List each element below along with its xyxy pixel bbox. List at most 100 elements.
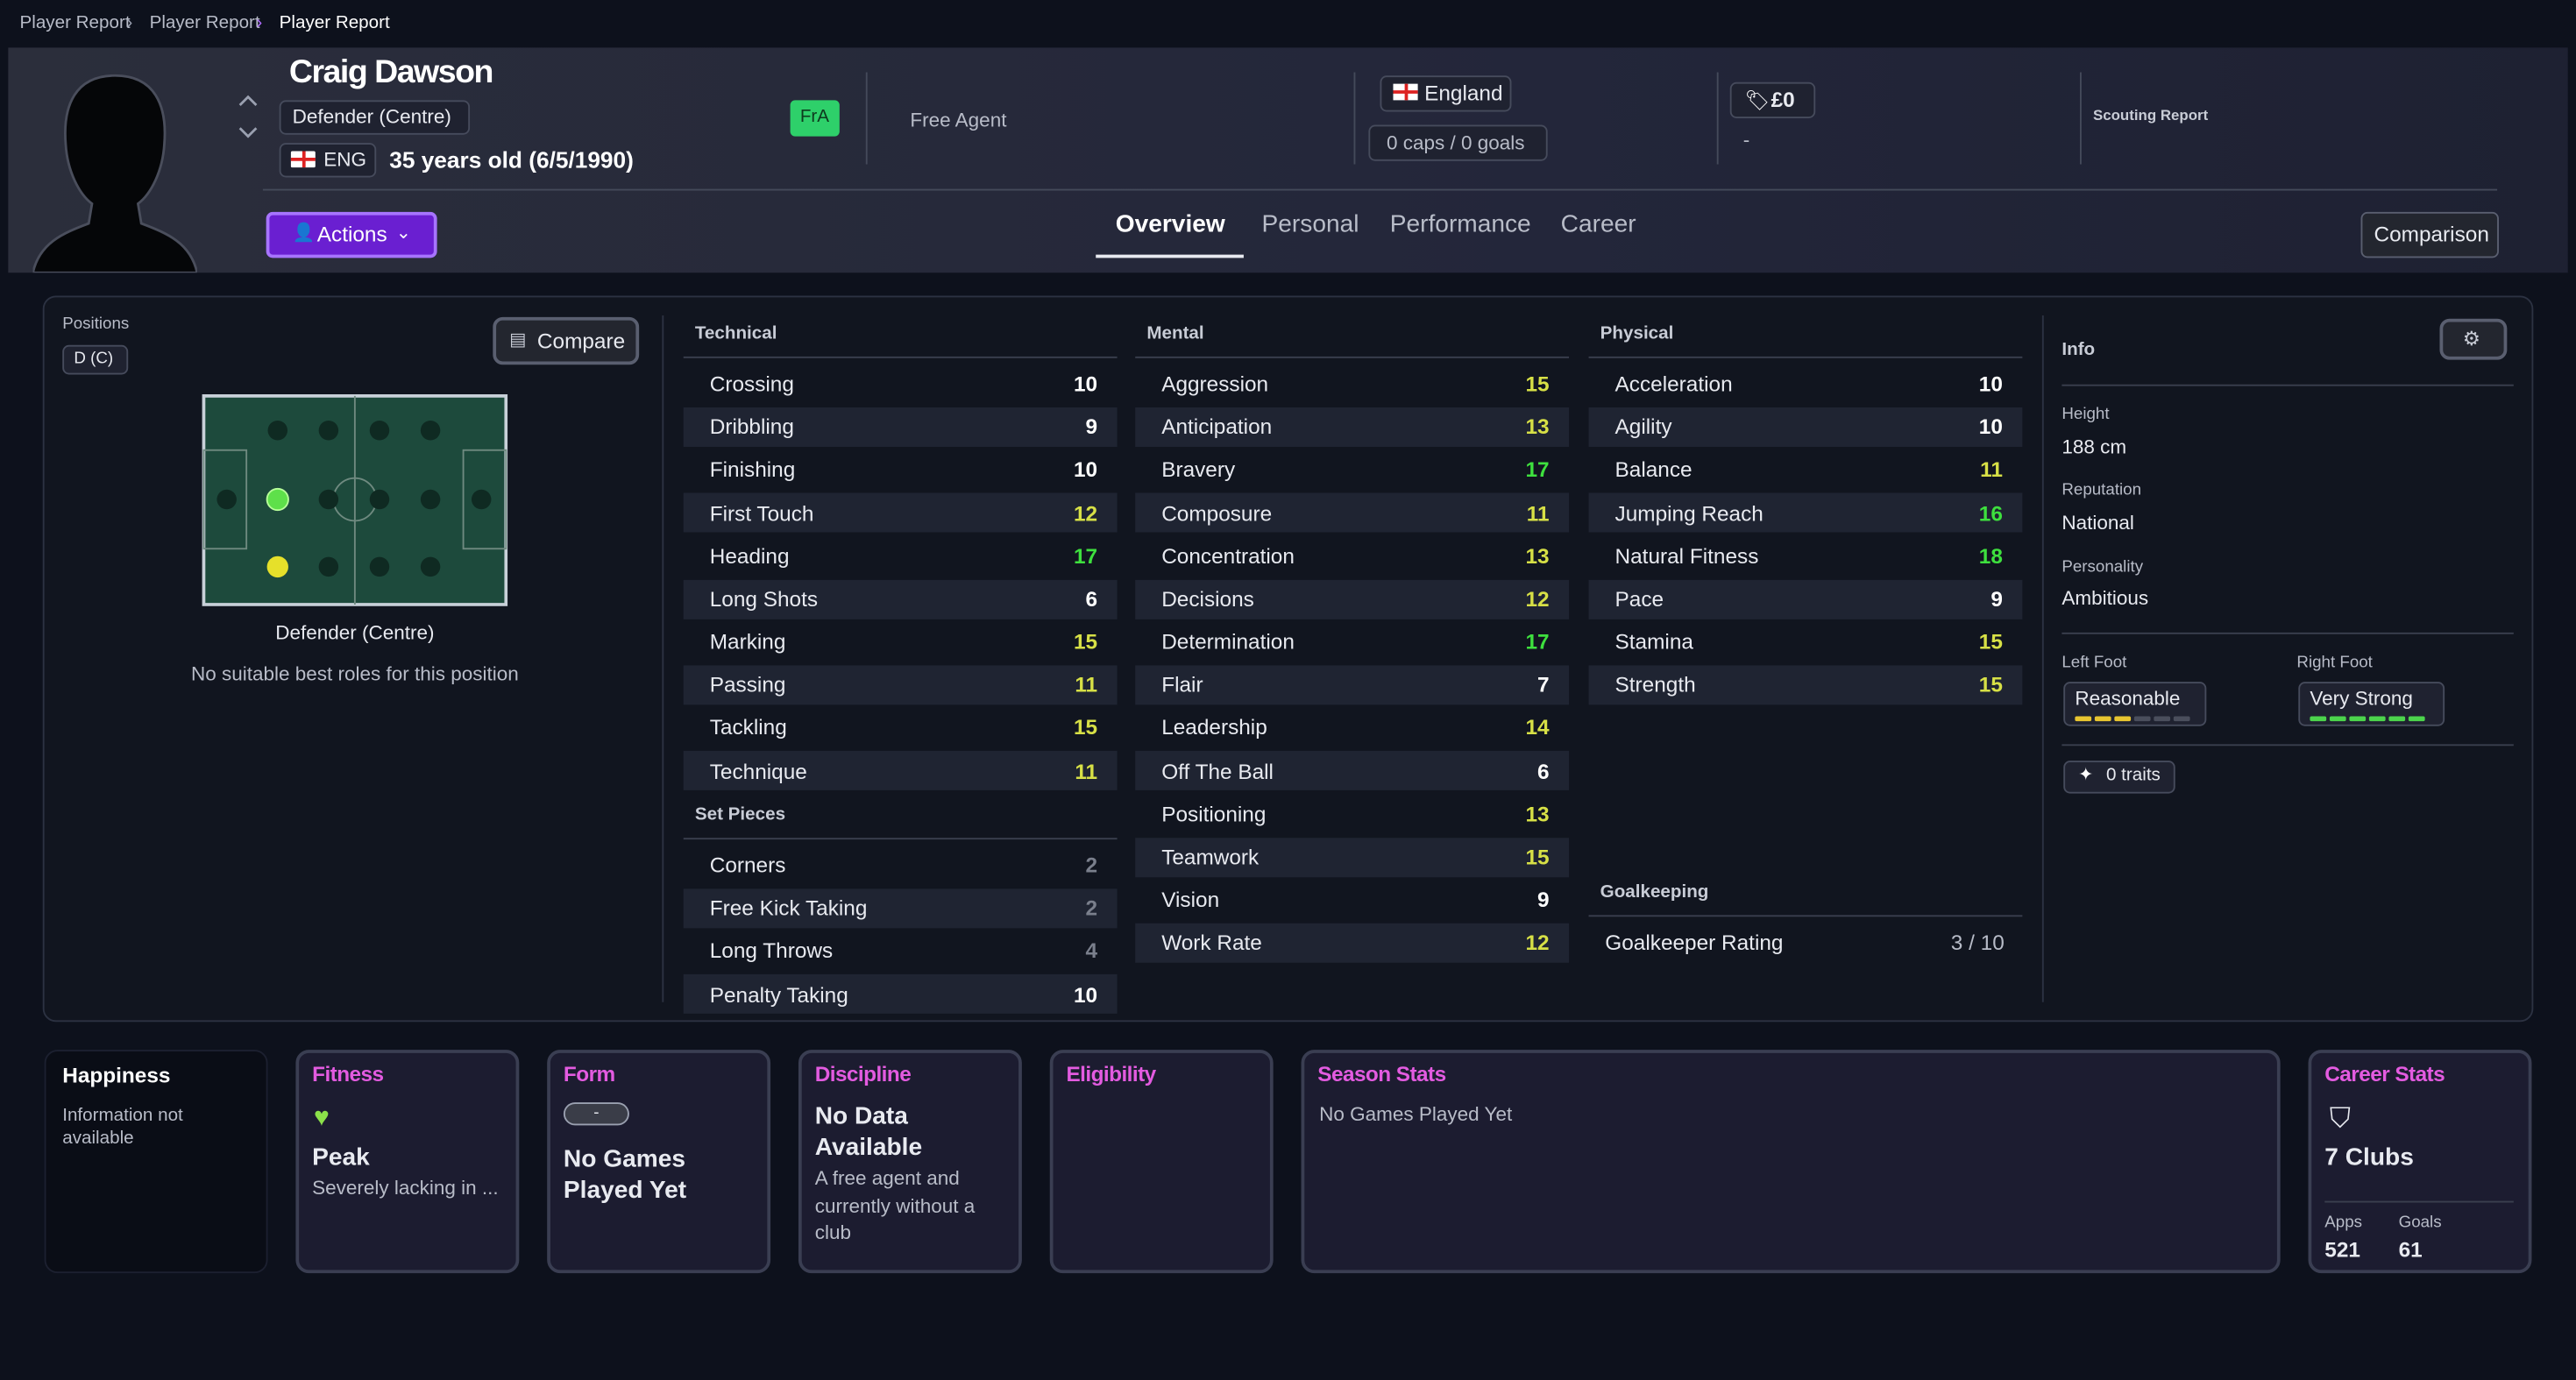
attribute-row: Stamina15 bbox=[1589, 622, 2023, 662]
attribute-name: Flair bbox=[1161, 672, 1203, 697]
attribute-name: Marking bbox=[710, 629, 786, 655]
card-title: Discipline bbox=[815, 1062, 912, 1087]
player-switch-arrows[interactable] bbox=[237, 92, 259, 145]
attribute-name: Decisions bbox=[1161, 586, 1254, 612]
attribute-row: Free Kick Taking 2 bbox=[684, 889, 1118, 929]
attribute-row: Concentration 13 bbox=[1135, 536, 1569, 576]
foot-bar bbox=[2310, 717, 2326, 722]
foot-bar bbox=[2330, 717, 2346, 722]
attribute-name: Work Rate bbox=[1161, 930, 1262, 955]
player-name: Craig Dawson bbox=[289, 53, 493, 92]
attribute-name: Leadership bbox=[1161, 715, 1267, 740]
attribute-value: 13 bbox=[1525, 801, 1549, 826]
stat-label: Goals bbox=[2399, 1214, 2442, 1235]
breadcrumb-item[interactable]: Player Report bbox=[19, 14, 130, 36]
breadcrumb-separator: › bbox=[126, 14, 132, 36]
foot-bar bbox=[2409, 717, 2425, 722]
foot-bar bbox=[2369, 717, 2386, 722]
season-stats-card bbox=[1302, 1050, 2281, 1273]
attribute-value: 11 bbox=[1980, 457, 2003, 483]
attribute-row: Technique 11 bbox=[684, 752, 1118, 791]
attribute-value: 2 bbox=[1086, 895, 1098, 921]
attribute-name: Heading bbox=[710, 543, 790, 569]
info-label: Height bbox=[2062, 406, 2109, 426]
card-text: No Games Played Yet bbox=[1319, 1102, 1512, 1126]
attribute-value: 10 bbox=[1979, 414, 2003, 440]
attribute-name: Off The Ball bbox=[1161, 758, 1274, 783]
foot-bar bbox=[2174, 717, 2190, 722]
attribute-name: Jumping Reach bbox=[1615, 500, 1763, 526]
card-value: Peak bbox=[312, 1143, 370, 1173]
attribute-row: Pace9 bbox=[1589, 579, 2023, 619]
breadcrumb-item[interactable]: Player Report bbox=[280, 14, 390, 36]
card-text: Information not available bbox=[62, 1104, 243, 1150]
attribute-name: Balance bbox=[1615, 457, 1692, 483]
scouting-report: Scouting Report bbox=[2093, 106, 2208, 124]
status-badge-text: FrA bbox=[800, 108, 829, 130]
attribute-row: Determination17 bbox=[1135, 622, 1569, 662]
stat-value: 61 bbox=[2399, 1237, 2423, 1263]
nationality-code: ENG bbox=[323, 148, 366, 172]
attribute-value: 13 bbox=[1525, 543, 1549, 569]
attribute-row: Long Throws4 bbox=[684, 932, 1118, 972]
tab[interactable]: Career bbox=[1561, 210, 1636, 240]
section-line bbox=[684, 357, 1118, 358]
card-value: No Games Played Yet bbox=[564, 1143, 744, 1206]
foot-label: Left Foot bbox=[2062, 654, 2126, 674]
attribute-group-title: Goalkeeping bbox=[1600, 883, 1709, 905]
breadcrumb-item[interactable]: Player Report bbox=[150, 14, 260, 36]
attribute-row: Anticipation13 bbox=[1135, 407, 1569, 447]
nation-name: England bbox=[1424, 81, 1502, 106]
foot-bar bbox=[2134, 717, 2151, 722]
attribute-name: Composure bbox=[1161, 500, 1272, 526]
attribute-row: First Touch12 bbox=[684, 493, 1118, 533]
traits-icon: ✦ bbox=[2078, 766, 2093, 788]
foot-bar bbox=[2095, 717, 2111, 722]
attribute-row: Teamwork15 bbox=[1135, 838, 1569, 877]
compare-icon: ▤ bbox=[509, 330, 527, 352]
attribute-row: Aggression15 bbox=[1135, 364, 1569, 404]
tab[interactable]: Personal bbox=[1262, 210, 1359, 240]
attribute-value: 12 bbox=[1525, 586, 1549, 612]
attribute-row: Passing11 bbox=[684, 665, 1118, 704]
tab[interactable]: Performance bbox=[1390, 210, 1531, 240]
attribute-value: 11 bbox=[1075, 672, 1097, 697]
divider bbox=[2042, 315, 2044, 1002]
role-name: Defender (Centre) bbox=[190, 620, 519, 644]
attribute-name: Free Kick Taking bbox=[710, 895, 868, 921]
attribute-value: 18 bbox=[1979, 543, 2003, 569]
player-value: £0 bbox=[1771, 88, 1795, 113]
actions-caret: ⌄ bbox=[396, 224, 411, 246]
tab[interactable]: Overview bbox=[1116, 210, 1225, 240]
attribute-value: 15 bbox=[1979, 629, 2003, 655]
foot-value: Very Strong bbox=[2310, 686, 2413, 710]
attribute-value: 15 bbox=[1525, 844, 1549, 869]
attribute-name: Tackling bbox=[710, 715, 787, 740]
card-value: No Data Available bbox=[815, 1100, 996, 1163]
attribute-row: Penalty Taking10 bbox=[684, 975, 1118, 1015]
attribute-value: 11 bbox=[1075, 758, 1097, 783]
attribute-name: Dribbling bbox=[710, 414, 794, 440]
attribute-row: Finishing10 bbox=[684, 450, 1118, 490]
caps-goals: 0 caps / 0 goals bbox=[1387, 131, 1525, 155]
attribute-value: 12 bbox=[1525, 930, 1549, 955]
info-settings-icon: ⚙ bbox=[2463, 328, 2480, 351]
card-title: Form bbox=[564, 1062, 615, 1087]
card-value: 7 Clubs bbox=[2324, 1143, 2414, 1173]
attribute-row: Crossing10 bbox=[684, 364, 1118, 404]
attribute-name: Positioning bbox=[1161, 801, 1266, 826]
attribute-value: 15 bbox=[1074, 715, 1097, 740]
attribute-name: First Touch bbox=[710, 500, 814, 526]
attribute-row: Acceleration10 bbox=[1589, 364, 2023, 404]
divider bbox=[662, 315, 664, 1002]
section-line bbox=[2062, 744, 2513, 746]
attribute-row: Work Rate 12 bbox=[1135, 924, 1569, 963]
attribute-value: 10 bbox=[1979, 372, 2003, 397]
section-line bbox=[2062, 385, 2513, 386]
attribute-value: 9 bbox=[1086, 414, 1098, 440]
attribute-name: Technique bbox=[710, 758, 807, 783]
attribute-name: Agility bbox=[1615, 414, 1672, 440]
attribute-row: Long Shots6 bbox=[684, 579, 1118, 619]
attribute-name: Concentration bbox=[1161, 543, 1295, 569]
